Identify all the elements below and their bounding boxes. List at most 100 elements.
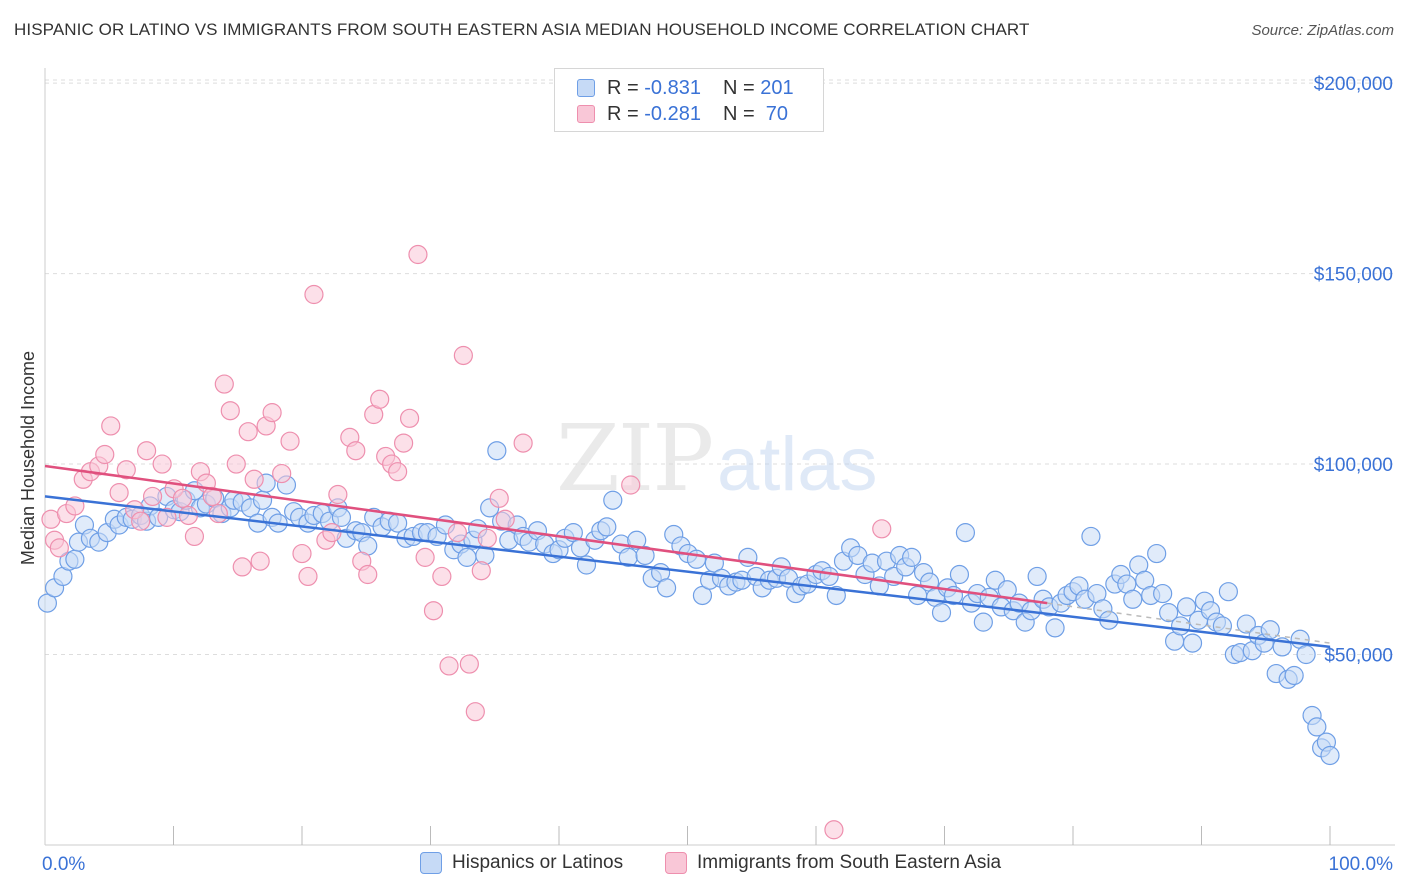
data-point <box>157 507 177 527</box>
data-point <box>1176 597 1197 617</box>
data-point <box>489 488 509 508</box>
data-point <box>1320 745 1340 766</box>
data-point <box>457 547 477 567</box>
data-point <box>1182 633 1203 653</box>
data-point <box>1081 526 1101 547</box>
data-point <box>408 244 428 265</box>
legend-row-hispanics: R = -0.831 N = 201 <box>577 75 794 101</box>
data-point <box>116 460 136 480</box>
data-point <box>635 545 655 566</box>
data-point <box>399 408 420 428</box>
bottom-legend-immigrants: Immigrants from South Eastern Asia <box>665 852 1001 874</box>
data-point <box>824 820 844 840</box>
data-point <box>304 284 324 305</box>
data-point <box>292 543 312 564</box>
series-hispanics-points <box>37 441 1340 766</box>
data-point <box>931 603 952 623</box>
data-point <box>1236 614 1256 634</box>
data-point <box>477 528 497 548</box>
chart-title: HISPANIC OR LATINO VS IMMIGRANTS FROM SO… <box>14 20 1030 39</box>
data-point <box>202 486 222 507</box>
legend-n-label: N = <box>722 76 761 99</box>
data-point <box>322 523 342 543</box>
data-point <box>220 401 240 421</box>
watermark: ZIP atlas <box>556 405 878 512</box>
data-point <box>495 509 515 529</box>
data-point <box>603 490 623 510</box>
data-point <box>298 566 318 587</box>
data-point <box>137 441 157 461</box>
data-point <box>280 431 300 451</box>
axes <box>44 68 1395 846</box>
legend-swatch-pink <box>577 105 595 123</box>
data-point <box>131 511 151 531</box>
series-immigrants-points <box>41 244 892 840</box>
data-point <box>95 444 115 465</box>
data-point <box>471 561 491 581</box>
data-point <box>439 656 459 676</box>
data-point <box>1045 618 1065 638</box>
data-point <box>819 566 839 587</box>
x-tick-label-end: 100.0% <box>1329 854 1394 875</box>
legend-row-immigrants: R = -0.281 N = 70 <box>577 101 788 127</box>
data-point <box>627 530 647 550</box>
y-axis-label: Median Household Income <box>18 351 38 565</box>
bottom-legend-swatch-blue <box>420 852 442 874</box>
y-tick-label: $200,000 <box>1314 74 1393 95</box>
data-point <box>973 612 993 632</box>
data-point <box>178 505 199 526</box>
data-point <box>487 441 507 461</box>
data-point <box>346 441 366 461</box>
watermark-atlas: atlas <box>717 422 878 507</box>
data-point <box>272 463 292 484</box>
data-point <box>423 601 444 621</box>
watermark-zip: ZIP <box>556 405 712 512</box>
trend-line-immigrants <box>44 464 1048 605</box>
data-point <box>949 564 970 585</box>
data-point <box>152 454 172 474</box>
data-point <box>1159 603 1179 623</box>
data-point <box>621 475 641 495</box>
y-tick-labels: $50,000 $100,000 $150,000 $200,000 <box>1314 74 1393 666</box>
x-tick-label-start: 0.0% <box>42 854 85 875</box>
data-point <box>109 483 129 503</box>
data-point <box>238 422 258 442</box>
data-point <box>101 416 121 436</box>
legend-n-value: 70 <box>760 102 789 125</box>
data-point <box>1296 644 1316 665</box>
data-point <box>232 557 252 577</box>
data-point <box>214 374 234 394</box>
data-point <box>955 523 976 543</box>
data-point <box>1027 566 1047 587</box>
legend-n-value: 201 <box>760 76 794 99</box>
data-point <box>872 519 892 539</box>
data-point <box>65 549 85 569</box>
data-point <box>184 526 205 547</box>
data-point <box>208 503 228 524</box>
data-point <box>331 507 352 527</box>
data-point <box>459 654 479 674</box>
data-point <box>244 469 264 489</box>
data-point <box>262 403 282 423</box>
legend-r-value: -0.281 <box>644 102 701 125</box>
data-point <box>328 484 348 505</box>
y-tick-label: $50,000 <box>1324 646 1393 667</box>
trend-lines <box>44 464 1331 649</box>
data-point <box>370 389 390 409</box>
data-point <box>1218 582 1238 602</box>
data-point <box>49 538 69 558</box>
data-point <box>597 517 617 537</box>
data-point <box>1284 665 1304 686</box>
legend-r-value: -0.831 <box>644 76 701 99</box>
trend-line-immigrants-extension <box>1047 602 1331 644</box>
data-point <box>513 433 533 453</box>
data-point <box>1153 583 1173 604</box>
data-point <box>250 551 270 571</box>
data-point <box>358 564 378 585</box>
x-tick-labels: 0.0% 100.0% <box>42 854 1393 875</box>
data-point <box>394 433 414 453</box>
data-point <box>226 454 246 474</box>
data-point <box>1212 616 1233 636</box>
data-point <box>172 488 193 508</box>
data-point <box>656 578 677 598</box>
